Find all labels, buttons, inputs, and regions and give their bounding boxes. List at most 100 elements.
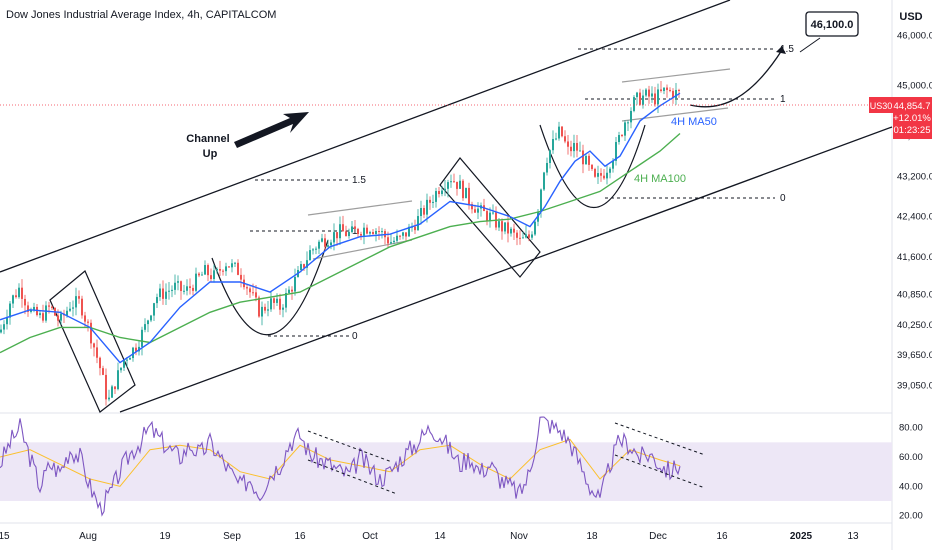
symbol-tag-label: US30 [870,101,893,111]
candle-body [441,190,443,195]
candle-body [48,305,50,307]
chart-title[interactable]: Dow Jones Industrial Average Index, 4h, … [6,9,276,21]
time-tick-label: Aug [79,531,97,542]
candle-body [477,208,479,213]
candle-body [621,135,623,137]
candle-body [375,230,377,235]
pattern-box-left[interactable] [49,270,136,413]
candle-body [204,265,206,275]
candle-body [141,329,143,347]
candle-body [150,315,152,321]
candle-body [390,242,392,244]
candle-body [234,262,236,264]
candle-body [675,89,677,99]
candle-body [348,231,350,237]
currency-label[interactable]: USD [899,11,922,23]
rsi-line[interactable] [0,416,681,517]
rsi-ma-line [0,438,681,487]
candle-body [264,306,266,311]
candle-body [363,227,365,236]
candle-body [45,305,47,321]
candle-body [279,298,281,310]
candle-body [507,222,509,234]
grey-trendline-2 [312,239,413,260]
candle-body [96,347,98,358]
rsi-channel-1-top [307,430,393,463]
candle-body [351,226,353,232]
candle-body [303,264,305,268]
candle-body [294,276,296,292]
candle-body [237,262,239,275]
candle-body [276,298,278,303]
candle-body [543,172,545,190]
rsi-axis: 80.00 60.00 40.00 20.00 [899,423,923,522]
candle-body [339,224,341,239]
price-tag-value: 44,854.7 [894,101,931,112]
time-tick-label: Sep [223,531,241,542]
candle-body [165,291,167,299]
cup-arc-left[interactable] [211,239,329,336]
candle-body [654,93,656,105]
candle-body [321,238,323,242]
candle-body [498,221,500,228]
candle-body [516,232,518,238]
candle-body [465,187,467,199]
fib-left-bottom-label: 0 [352,331,358,342]
candle-body [273,298,275,303]
candle-body [582,150,584,165]
candle-body [105,374,107,400]
candle-body [381,231,383,233]
time-tick-label: 13 [847,531,859,542]
candle-body [306,260,308,268]
candle-body [633,97,635,111]
candle-body [576,142,578,151]
time-tick-label: 18 [586,531,598,542]
target-box[interactable] [805,11,859,37]
candle-body [642,95,644,105]
candle-body [423,208,425,215]
channel-lower-line[interactable] [119,126,893,413]
ma100-line[interactable] [0,132,681,354]
time-tick-label: 19 [159,531,171,542]
candle-body [231,263,233,268]
candle-body [489,212,491,221]
rsi-band [0,442,892,501]
cup-arc-right[interactable] [539,124,646,208]
candle-body [114,386,116,390]
candle-body [285,292,287,308]
candle-body [147,320,149,325]
candle-body [252,292,254,294]
grey-trendline-1 [307,200,413,216]
candle-body [540,189,542,212]
candle-body [657,89,659,105]
candle-body [513,228,515,233]
fib-right-mid-label: 1 [780,94,786,105]
candle-body [456,181,458,189]
channel-upper-line[interactable] [0,0,731,273]
candle-body [192,287,194,291]
candle-body [585,155,587,165]
candle-body [108,397,110,400]
candle-body [117,370,119,390]
projection-arrowhead [776,46,786,54]
candle-body [615,142,617,161]
candle-body [129,358,131,360]
candle-body [153,303,155,316]
candle-body [75,296,77,308]
pattern-box-middle[interactable] [439,157,541,278]
candle-body [561,126,563,137]
candle-body [510,228,512,234]
rsi-channel-2-top [614,422,706,456]
candle-body [255,292,257,298]
candle-body [3,324,5,330]
candle-body [330,242,332,246]
ma50-line[interactable] [0,92,681,364]
candle-body [525,234,527,238]
candle-body [453,181,455,183]
candle-body [558,126,560,139]
projection-curve[interactable] [689,49,783,108]
candle-body [429,199,431,203]
candle-body [171,289,173,291]
candle-body [216,269,218,271]
